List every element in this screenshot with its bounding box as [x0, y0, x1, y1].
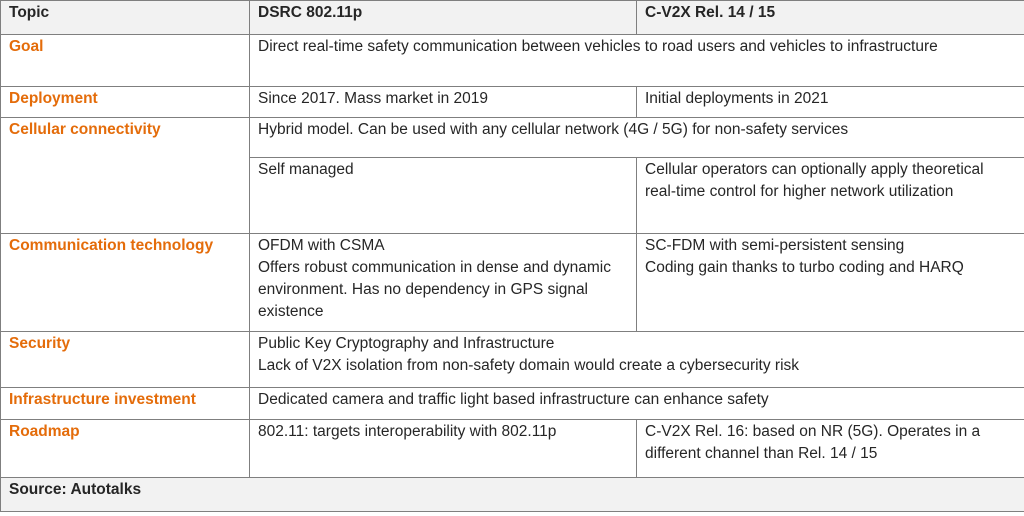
row-comm: Communication technology OFDM with CSMA …: [0, 233, 1024, 332]
cellular-cv2x: Cellular operators can optionally apply …: [636, 157, 1024, 234]
topic-infra: Infrastructure investment: [0, 387, 250, 420]
cellular-text: Hybrid model. Can be used with any cellu…: [249, 117, 1024, 158]
topic-deployment: Deployment: [0, 86, 250, 118]
row-source: Source: Autotalks: [0, 477, 1024, 512]
topic-roadmap: Roadmap: [0, 419, 250, 478]
security-line2: Lack of V2X isolation from non-safety do…: [258, 357, 800, 374]
comm-cv2x: SC-FDM with semi-persistent sensing Codi…: [636, 233, 1024, 332]
row-security: Security Public Key Cryptography and Inf…: [0, 331, 1024, 388]
comm-cv2x-line2: Coding gain thanks to turbo coding and H…: [645, 259, 964, 276]
header-dsrc: DSRC 802.11p: [249, 0, 637, 35]
deployment-cv2x: Initial deployments in 2021: [636, 86, 1024, 118]
security-text: Public Key Cryptography and Infrastructu…: [249, 331, 1024, 388]
comm-dsrc: OFDM with CSMA Offers robust communicati…: [249, 233, 637, 332]
topic-goal: Goal: [0, 34, 250, 87]
infra-text: Dedicated camera and traffic light based…: [249, 387, 1024, 420]
topic-cellular: Cellular connectivity: [0, 117, 250, 234]
row-deployment: Deployment Since 2017. Mass market in 20…: [0, 86, 1024, 118]
cellular-dsrc: Self managed: [249, 157, 637, 234]
row-cellular: Cellular connectivity Hybrid model. Can …: [0, 117, 1024, 234]
topic-security: Security: [0, 331, 250, 388]
comm-dsrc-line2: Offers robust communication in dense and…: [258, 259, 611, 320]
header-cv2x: C-V2X Rel. 14 / 15: [636, 0, 1024, 35]
deployment-dsrc: Since 2017. Mass market in 2019: [249, 86, 637, 118]
source-note: Source: Autotalks: [0, 477, 1024, 512]
roadmap-cv2x: C-V2X Rel. 16: based on NR (5G). Operate…: [636, 419, 1024, 478]
header-topic: Topic: [0, 0, 250, 35]
row-goal: Goal Direct real-time safety communicati…: [0, 34, 1024, 87]
goal-text: Direct real-time safety communication be…: [249, 34, 1024, 87]
row-cellular-detail: Self managed Cellular operators can opti…: [1, 157, 1024, 234]
row-roadmap: Roadmap 802.11: targets interoperability…: [0, 419, 1024, 478]
comm-cv2x-line1: SC-FDM with semi-persistent sensing: [645, 237, 905, 254]
comm-dsrc-line1: OFDM with CSMA: [258, 237, 385, 254]
row-infra: Infrastructure investment Dedicated came…: [0, 387, 1024, 420]
roadmap-dsrc: 802.11: targets interoperability with 80…: [249, 419, 637, 478]
security-line1: Public Key Cryptography and Infrastructu…: [258, 335, 555, 352]
header-row: Topic DSRC 802.11p C-V2X Rel. 14 / 15: [0, 0, 1024, 35]
topic-comm: Communication technology: [0, 233, 250, 332]
